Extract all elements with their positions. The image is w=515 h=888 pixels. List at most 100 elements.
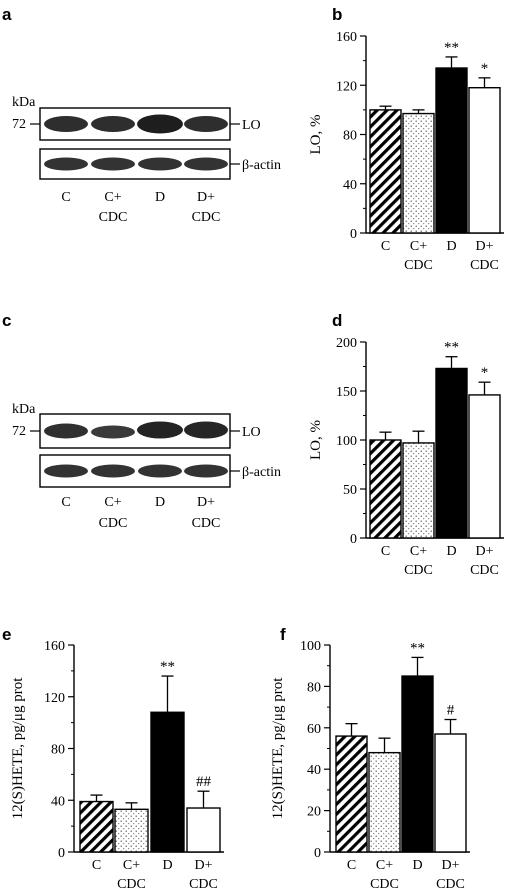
- y-tick-label: 120: [44, 691, 65, 706]
- category-label: D: [412, 858, 422, 873]
- y-tick-label: 120: [336, 79, 357, 94]
- y-axis-label: 12(S)HETE, pg/μg prot: [270, 677, 286, 820]
- kda-label-c: kDa: [12, 402, 36, 417]
- y-axis-label: LO, %: [308, 115, 324, 155]
- bar: [368, 751, 401, 853]
- category-label: CDC: [470, 258, 499, 273]
- panel-label-b: b: [332, 5, 342, 24]
- y-tick-label: 50: [343, 483, 357, 498]
- category-label: CDC: [370, 877, 399, 888]
- y-tick-label: 100: [336, 434, 357, 449]
- category-label: C+: [123, 858, 140, 873]
- band-label-lo-c: LO: [242, 425, 261, 440]
- category-label: CDC: [436, 877, 465, 888]
- category-label: C: [347, 858, 356, 873]
- chart-e: e 0 40 80 120 160 12(S)HETE, pg/μg prot C C+ CDC *…: [2, 625, 224, 888]
- chart-f: f 0 20 40 60 80 100 12(S)HETE, pg/μg prot C C+ CDC…: [270, 625, 470, 888]
- y-tick-label: 200: [336, 336, 357, 351]
- lo-bands-c: [44, 421, 228, 439]
- y-tick-label: 100: [300, 639, 321, 654]
- lane-label: CDC: [99, 210, 128, 225]
- category-label: C: [92, 858, 101, 873]
- blot-panel-c: c kDa 72 LO β-actin C C+ CDC D D+ CDC: [2, 311, 281, 531]
- panel-label-f: f: [280, 625, 286, 644]
- y-tick-label: 150: [336, 385, 357, 400]
- y-tick-label: 40: [51, 794, 65, 809]
- category-label: C+: [410, 544, 427, 559]
- bar: [369, 439, 402, 539]
- significance-label: **: [444, 340, 459, 356]
- category-label: CDC: [404, 563, 433, 578]
- blot-panel-a: a kDa 72 LO β-actin C C+ CDC D D+ CDC: [2, 5, 281, 225]
- lane-label: CDC: [192, 516, 221, 531]
- y-tick-label: 80: [307, 680, 321, 695]
- significance-label: *: [481, 365, 489, 381]
- category-label: D: [446, 239, 456, 254]
- bar: [468, 87, 501, 234]
- y-tick-label: 0: [350, 227, 357, 242]
- y-tick-label: 40: [343, 178, 357, 193]
- lane-label: C: [61, 495, 70, 510]
- category-label: D+: [441, 858, 459, 873]
- category-label: CDC: [404, 258, 433, 273]
- significance-label: *: [481, 61, 489, 77]
- significance-label: **: [160, 659, 175, 675]
- category-label: C: [381, 239, 390, 254]
- lane-label: D: [155, 190, 165, 205]
- marker-label-a: 72: [12, 117, 26, 132]
- panel-label-d: d: [332, 311, 342, 330]
- lane-label: CDC: [192, 210, 221, 225]
- y-axis-label: LO, %: [308, 420, 324, 460]
- y-tick-label: 160: [336, 30, 357, 45]
- bar: [401, 675, 434, 853]
- bar: [369, 109, 402, 234]
- band-label-actin-a: β-actin: [242, 158, 281, 173]
- lane-label: C+: [104, 495, 121, 510]
- bar: [402, 112, 435, 234]
- band-label-actin-c: β-actin: [242, 465, 281, 480]
- bar: [114, 808, 149, 853]
- category-label: CDC: [117, 877, 146, 888]
- y-tick-label: 80: [51, 743, 65, 758]
- bar: [434, 733, 467, 853]
- panel-label-e: e: [2, 625, 11, 644]
- category-label: CDC: [189, 877, 218, 888]
- y-tick-label: 40: [307, 763, 321, 778]
- lane-label: D+: [197, 190, 215, 205]
- y-tick-label: 160: [44, 639, 65, 654]
- y-tick-label: 0: [350, 532, 357, 547]
- chart-b: b 0 40 80 120 160 LO, % C C+ CDC ** D * D+ CDC: [308, 5, 504, 273]
- category-label: C+: [410, 239, 427, 254]
- significance-label: #: [447, 703, 455, 719]
- bar: [435, 67, 468, 234]
- lane-label: C+: [104, 190, 121, 205]
- significance-label: ##: [196, 774, 212, 790]
- category-label: C+: [376, 858, 393, 873]
- lane-label: D: [155, 495, 165, 510]
- y-tick-label: 0: [58, 846, 65, 861]
- bar: [435, 367, 468, 539]
- panel-label-c: c: [2, 311, 11, 330]
- bar: [402, 442, 435, 539]
- y-axis-label: 12(S)HETE, pg/μg prot: [10, 677, 26, 820]
- category-label: D+: [475, 544, 493, 559]
- category-label: D+: [194, 858, 212, 873]
- bar: [150, 711, 185, 853]
- kda-label-a: kDa: [12, 95, 36, 110]
- category-label: D: [446, 544, 456, 559]
- significance-label: **: [410, 640, 425, 656]
- bar: [79, 800, 114, 853]
- actin-bands-c: [44, 464, 228, 478]
- lane-label: C: [61, 190, 70, 205]
- significance-label: **: [444, 40, 459, 56]
- bar: [186, 807, 221, 853]
- chart-d: d 0 50 100 150 200 LO, % C C+ CDC ** D * D+ CDC: [308, 311, 504, 578]
- y-tick-label: 80: [343, 129, 357, 144]
- y-tick-label: 0: [314, 846, 321, 861]
- actin-bands-a: [44, 157, 228, 171]
- bar: [335, 735, 368, 853]
- panel-label-a: a: [2, 5, 12, 24]
- bar: [468, 394, 501, 539]
